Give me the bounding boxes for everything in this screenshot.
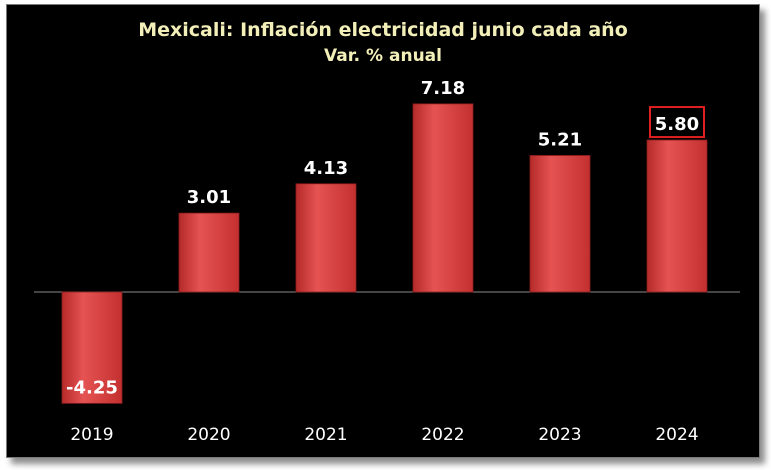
chart-title: Mexicali: Inflación electricidad junio c… — [138, 19, 628, 41]
category-label-2023: 2023 — [538, 425, 581, 445]
value-label-2020: 3.01 — [187, 187, 231, 208]
value-label-2022: 7.18 — [421, 78, 465, 99]
value-label-2021: 4.13 — [304, 158, 348, 179]
chart-frame: Mexicali: Inflación electricidad junio c… — [6, 4, 760, 458]
bar-2023 — [529, 155, 591, 293]
category-label-2019: 2019 — [70, 425, 113, 445]
value-label-2024: 5.80 — [655, 114, 699, 135]
value-label-2019: -4.25 — [66, 377, 118, 398]
bar-2019 — [61, 291, 123, 404]
bar-2020 — [178, 212, 240, 293]
category-label-2022: 2022 — [421, 425, 464, 445]
category-label-2020: 2020 — [187, 425, 230, 445]
value-label-2023: 5.21 — [538, 129, 582, 150]
bar-2024 — [646, 139, 708, 293]
category-label-2024: 2024 — [655, 425, 698, 445]
bar-2021 — [295, 183, 357, 293]
category-label-2021: 2021 — [304, 425, 347, 445]
highlight-box-2024 — [649, 106, 705, 139]
chart-subtitle: Var. % anual — [324, 46, 442, 66]
bar-2022 — [412, 103, 474, 293]
